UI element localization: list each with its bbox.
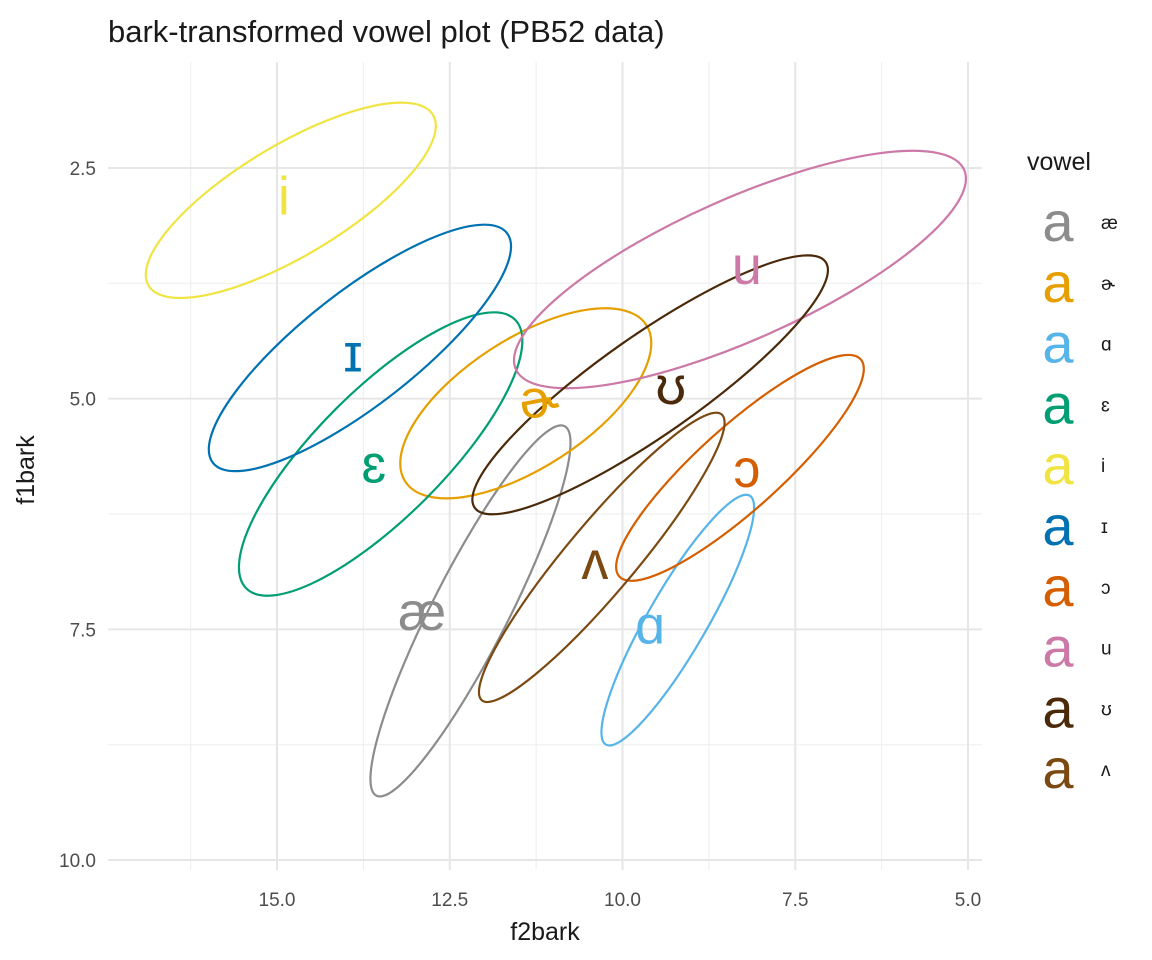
legend-label: æ [1101,213,1118,234]
ellipse-ɑ [600,493,756,747]
legend-label: ɛ [1101,395,1110,416]
vowel-label-layer: æ ɚ ɑ ɛ i ɪ ɔ uʊ ʌ [278,167,762,656]
vowel-label-ʌ: ʌ [581,531,608,591]
x-axis-title: f2bark [510,918,580,946]
ellipse-ʊ [471,254,830,516]
vowel-label-æ: æ [398,582,446,642]
legend-label: ɑ [1101,335,1112,356]
vowel-label-ɔ: ɔ [733,439,760,499]
legend-label: u [1101,639,1112,660]
x-tick-label: 5.0 [955,890,981,911]
legend: vowel a æ a ɚ a ɑ a ɛ a i a ɪ a ɔ a u a ʊ a ʌ [1027,148,1118,800]
legend-key: a [1042,433,1074,496]
legend-key: a [1042,616,1074,679]
ellipse-i [144,101,437,300]
legend-items: a æ a ɚ a ɑ a ɛ a i a ɪ a ɔ a u a ʊ a ʌ [1042,190,1118,800]
ellipse-ɚ [399,307,653,500]
grid [108,62,982,870]
legend-key: a [1042,372,1074,435]
legend-key: a [1042,555,1074,618]
x-tick-label: 10.0 [604,890,641,911]
legend-label: ɔ [1101,578,1111,599]
y-tick-label: 7.5 [70,620,96,641]
x-tick-label: 12.5 [431,890,468,911]
legend-key: a [1042,312,1074,375]
legend-key: a [1042,190,1074,253]
vowel-label-ʊ: ʊ [656,356,687,416]
y-tick-label: 5.0 [70,390,96,411]
ellipse-ɛ [237,311,524,597]
y-axis-title: f1bark [12,435,40,505]
legend-label: ʊ [1101,699,1112,720]
ellipse-ʌ [477,411,726,704]
ellipse-layer [144,101,967,798]
vowel-label-ɑ: ɑ [635,596,665,656]
ellipse-u [512,149,967,390]
legend-key: a [1042,737,1074,800]
x-tick-label: 15.0 [259,890,296,911]
legend-title: vowel [1027,148,1091,176]
ellipse-æ [369,424,572,798]
y-tick-label: 10.0 [59,851,96,872]
vowel-label-ɚ: ɚ [520,370,560,430]
vowel-label-u: u [732,236,762,296]
vowel-label-i: i [278,167,290,227]
ellipse-ɪ [207,223,513,473]
legend-label: ʌ [1101,760,1111,781]
legend-label: ɚ [1101,274,1115,295]
x-tick-label: 7.5 [782,890,808,911]
legend-key: a [1042,494,1074,557]
legend-label: ɪ [1101,517,1108,538]
tick-labels: 15.0 12.5 10.0 7.5 5.0 2.5 5.0 7.5 10.0 [59,159,981,911]
ellipse-ɔ [615,353,865,582]
vowel-label-ɛ: ɛ [361,434,386,494]
y-tick-label: 2.5 [70,159,96,180]
vowel-label-ɪ: ɪ [343,324,362,384]
chart-title: bark-transformed vowel plot (PB52 data) [108,14,665,49]
legend-label: i [1101,456,1105,477]
legend-key: a [1042,251,1074,314]
legend-key: a [1042,676,1074,739]
